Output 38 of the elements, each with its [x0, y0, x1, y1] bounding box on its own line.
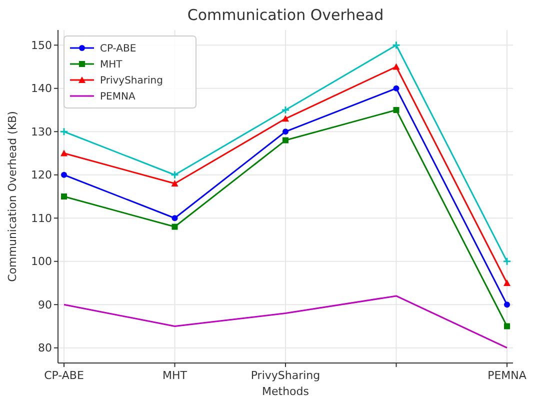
point — [282, 115, 289, 122]
point — [504, 302, 510, 308]
y-tick-label: 90 — [38, 298, 52, 312]
point — [60, 150, 68, 156]
x-tick-label: MHT — [162, 369, 188, 382]
point — [281, 106, 290, 114]
legend-label: PEMNA — [100, 92, 136, 102]
point — [282, 128, 288, 135]
point — [61, 172, 67, 178]
y-tick-label: 130 — [31, 125, 52, 138]
point — [392, 63, 400, 70]
x-axis-title: Methods — [262, 385, 310, 398]
y-axis-title: Communication Overhead (KB) — [6, 111, 19, 282]
point — [282, 137, 288, 144]
y-tick-label: 150 — [31, 38, 52, 52]
legend-label: CP-ABE — [100, 44, 136, 54]
y-tick-label: 100 — [31, 255, 52, 268]
line-series — [63, 295, 508, 349]
point — [170, 170, 179, 180]
x-tick-label: PrivySharing — [250, 369, 320, 382]
point — [172, 215, 178, 222]
chart-title: Communication Overhead — [187, 6, 384, 24]
point — [393, 107, 400, 114]
x-tick-label: PEMNA — [488, 369, 527, 382]
point — [171, 180, 178, 187]
point — [392, 40, 400, 50]
point — [172, 224, 178, 230]
point — [504, 323, 510, 330]
legend-label: MHT — [100, 60, 124, 70]
y-tick-label: 80 — [38, 342, 52, 355]
point — [504, 279, 510, 286]
x-tick-label: CP-ABE — [44, 369, 84, 382]
y-tick-label: 110 — [31, 212, 52, 225]
y-tick-label: 140 — [31, 82, 52, 96]
legend-label: PrivySharing — [100, 76, 163, 86]
y-tick-label: 120 — [31, 168, 52, 182]
point — [393, 85, 400, 92]
point — [61, 194, 67, 200]
